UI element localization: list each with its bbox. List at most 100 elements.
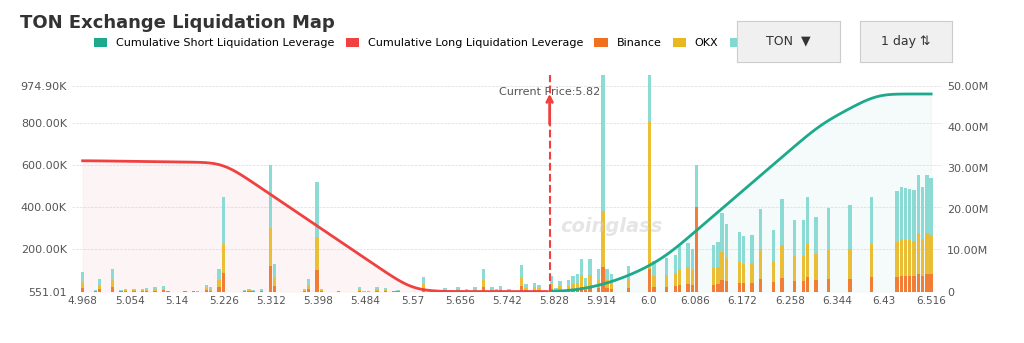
Bar xyxy=(665,275,669,286)
Bar xyxy=(806,277,809,292)
Bar xyxy=(899,239,903,276)
Bar xyxy=(550,284,553,289)
Bar xyxy=(443,288,446,290)
Bar xyxy=(674,273,677,286)
Bar xyxy=(558,286,562,290)
Bar xyxy=(916,233,920,274)
Bar xyxy=(554,290,558,291)
Bar xyxy=(520,286,523,292)
Bar xyxy=(520,265,523,278)
Bar xyxy=(221,244,225,273)
Bar xyxy=(456,287,460,289)
Bar xyxy=(912,241,915,276)
Bar xyxy=(120,290,123,291)
Bar xyxy=(221,273,225,292)
Bar xyxy=(869,244,873,277)
Bar xyxy=(721,252,724,280)
Bar xyxy=(538,285,541,288)
Bar xyxy=(532,287,537,290)
Bar xyxy=(609,289,613,292)
Bar xyxy=(132,291,135,292)
Bar xyxy=(712,269,716,285)
Bar xyxy=(827,250,830,279)
Bar xyxy=(538,288,541,290)
Bar xyxy=(465,291,468,292)
Bar xyxy=(814,254,818,280)
Bar xyxy=(725,224,728,258)
Bar xyxy=(319,290,324,291)
Bar xyxy=(772,282,775,292)
Bar xyxy=(648,48,651,122)
Bar xyxy=(303,291,306,292)
Bar xyxy=(690,270,694,285)
Bar xyxy=(268,228,272,266)
Bar xyxy=(303,290,306,291)
Bar xyxy=(81,288,84,292)
Bar xyxy=(652,287,655,292)
Bar xyxy=(741,264,745,283)
Bar xyxy=(209,287,212,289)
Bar xyxy=(252,289,255,291)
Bar xyxy=(652,261,655,276)
Bar xyxy=(597,288,600,292)
Bar xyxy=(584,278,588,285)
Bar xyxy=(145,288,148,289)
Bar xyxy=(162,286,165,288)
Bar xyxy=(802,281,805,292)
Bar xyxy=(384,290,387,291)
Bar xyxy=(422,277,425,284)
Bar xyxy=(584,289,588,292)
Bar xyxy=(930,178,933,235)
Bar xyxy=(751,263,754,283)
Bar xyxy=(721,280,724,292)
Bar xyxy=(154,291,157,292)
Bar xyxy=(98,285,101,289)
Bar xyxy=(597,269,600,280)
Bar xyxy=(272,264,276,278)
Bar xyxy=(725,281,728,292)
Bar xyxy=(538,290,541,292)
Bar xyxy=(567,290,570,292)
Bar xyxy=(605,288,609,292)
Bar xyxy=(205,288,208,290)
Bar xyxy=(908,276,911,292)
Bar xyxy=(802,256,805,281)
Bar xyxy=(507,289,511,291)
Bar xyxy=(605,281,609,288)
Bar xyxy=(209,289,212,291)
Bar xyxy=(716,267,720,284)
Bar xyxy=(712,245,716,269)
Bar xyxy=(315,182,318,237)
Bar xyxy=(98,289,101,292)
Bar xyxy=(772,261,775,282)
Bar xyxy=(793,256,797,281)
Bar xyxy=(690,285,694,292)
Bar xyxy=(111,269,115,281)
Bar xyxy=(358,287,361,289)
Bar xyxy=(162,291,165,292)
Bar xyxy=(98,279,101,285)
Bar xyxy=(827,279,830,292)
Bar xyxy=(268,266,272,292)
Bar xyxy=(272,278,276,286)
Bar xyxy=(916,175,920,233)
Bar xyxy=(759,209,762,250)
Bar xyxy=(721,213,724,252)
Text: TON Exchange Liquidation Map: TON Exchange Liquidation Map xyxy=(20,14,335,32)
Bar xyxy=(358,289,361,291)
Bar xyxy=(899,187,903,239)
Bar xyxy=(869,277,873,292)
Bar xyxy=(686,267,690,284)
Bar xyxy=(456,289,460,291)
Bar xyxy=(793,281,797,292)
Bar xyxy=(751,235,754,263)
Bar xyxy=(571,289,574,292)
Bar xyxy=(895,191,899,241)
Bar xyxy=(495,291,498,292)
Bar xyxy=(307,289,310,292)
Bar xyxy=(567,280,570,286)
Bar xyxy=(307,285,310,289)
Bar xyxy=(741,283,745,292)
Bar xyxy=(695,207,698,292)
Bar xyxy=(247,290,251,291)
